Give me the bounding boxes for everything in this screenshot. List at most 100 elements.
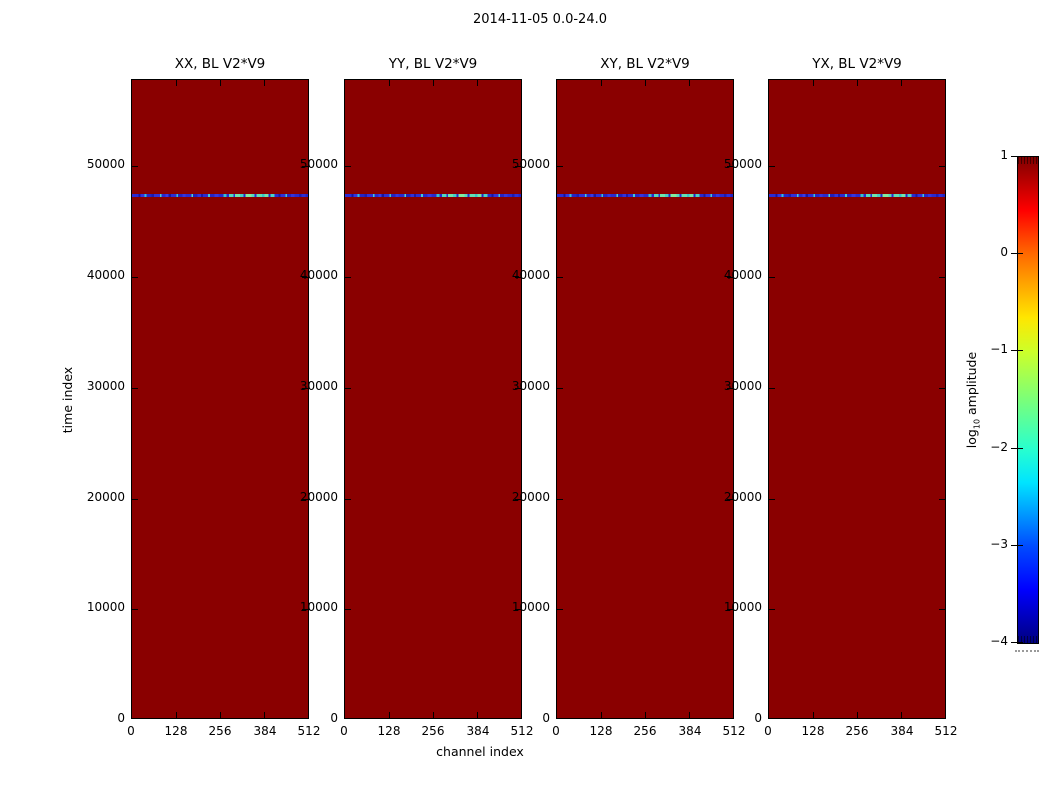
heatmap-panel-1 xyxy=(131,79,309,719)
x-tick-label: 384 xyxy=(678,724,702,738)
x-tick-mark xyxy=(477,80,478,86)
x-tick-mark xyxy=(601,712,602,718)
y-tick-mark xyxy=(727,499,733,500)
x-tick-mark xyxy=(389,80,390,86)
y-tick-mark xyxy=(557,499,563,500)
y-tick-label: 30000 xyxy=(723,379,762,393)
x-tick-mark xyxy=(477,712,478,718)
x-tick-mark xyxy=(389,712,390,718)
colorbar-tick-label: −4 xyxy=(990,634,1008,648)
y-tick-mark xyxy=(727,609,733,610)
y-tick-mark xyxy=(939,166,945,167)
y-tick-mark xyxy=(345,277,351,278)
x-tick-label: 128 xyxy=(164,724,188,738)
panel-title-1: XX, BL V2*V9 xyxy=(174,56,266,72)
y-tick-mark xyxy=(769,277,775,278)
x-tick-mark xyxy=(220,712,221,718)
y-tick-mark xyxy=(557,388,563,389)
y-tick-label: 50000 xyxy=(511,157,550,171)
x-tick-mark xyxy=(264,712,265,718)
y-tick-mark xyxy=(132,277,138,278)
y-tick-mark xyxy=(939,277,945,278)
feature-line-4 xyxy=(769,194,945,197)
y-axis-label: time index xyxy=(60,366,75,434)
panel-title-3: XY, BL V2*V9 xyxy=(600,56,690,72)
y-tick-mark xyxy=(345,609,351,610)
x-tick-label: 256 xyxy=(208,724,232,738)
colorbar-gradient xyxy=(1017,156,1039,644)
colorbar-bottom-hatch xyxy=(1018,636,1038,643)
y-tick-mark xyxy=(132,166,138,167)
y-tick-mark xyxy=(939,499,945,500)
y-tick-label: 0 xyxy=(754,711,762,725)
y-tick-mark xyxy=(557,609,563,610)
y-tick-mark xyxy=(515,277,521,278)
y-tick-label: 20000 xyxy=(511,490,550,504)
y-tick-mark xyxy=(515,388,521,389)
y-tick-mark xyxy=(769,609,775,610)
x-tick-label: 256 xyxy=(845,724,869,738)
y-tick-label: 10000 xyxy=(299,600,338,614)
y-tick-label: 50000 xyxy=(723,157,762,171)
y-tick-label: 20000 xyxy=(86,490,125,504)
y-tick-mark xyxy=(769,388,775,389)
x-tick-label: 256 xyxy=(421,724,445,738)
x-tick-label: 0 xyxy=(552,724,560,738)
colorbar-tick-mark xyxy=(1011,253,1023,254)
colorbar-label-rest: amplitude xyxy=(964,351,979,419)
heatmap-panel-2 xyxy=(344,79,522,719)
y-tick-mark xyxy=(515,166,521,167)
y-tick-mark xyxy=(302,277,308,278)
x-tick-label: 384 xyxy=(890,724,914,738)
feature-line-2 xyxy=(345,194,521,197)
x-tick-label: 512 xyxy=(510,724,534,738)
y-tick-mark xyxy=(769,499,775,500)
y-tick-label: 0 xyxy=(542,711,550,725)
y-tick-label: 30000 xyxy=(86,379,125,393)
panel-title-2: YY, BL V2*V9 xyxy=(388,56,478,72)
x-tick-label: 384 xyxy=(253,724,277,738)
x-tick-mark xyxy=(220,80,221,86)
y-tick-label: 10000 xyxy=(723,600,762,614)
y-tick-label: 30000 xyxy=(299,379,338,393)
x-tick-label: 0 xyxy=(340,724,348,738)
heatmap-panel-3 xyxy=(556,79,734,719)
x-tick-mark xyxy=(901,712,902,718)
y-tick-label: 0 xyxy=(330,711,338,725)
colorbar-tick-label: −1 xyxy=(990,342,1008,356)
y-tick-mark xyxy=(302,499,308,500)
y-tick-mark xyxy=(132,609,138,610)
y-tick-mark xyxy=(515,609,521,610)
colorbar-tick-label: 0 xyxy=(1000,245,1008,259)
y-tick-mark xyxy=(939,388,945,389)
x-tick-label: 0 xyxy=(127,724,135,738)
y-tick-mark xyxy=(302,388,308,389)
y-tick-label: 20000 xyxy=(723,490,762,504)
x-tick-mark xyxy=(901,80,902,86)
x-tick-mark xyxy=(857,80,858,86)
y-tick-label: 20000 xyxy=(299,490,338,504)
y-tick-label: 40000 xyxy=(511,268,550,282)
x-tick-mark xyxy=(176,712,177,718)
y-tick-label: 10000 xyxy=(511,600,550,614)
x-tick-label: 128 xyxy=(801,724,825,738)
x-tick-mark xyxy=(433,80,434,86)
x-tick-label: 256 xyxy=(633,724,657,738)
x-tick-mark xyxy=(176,80,177,86)
y-tick-mark xyxy=(557,277,563,278)
y-tick-mark xyxy=(557,166,563,167)
x-tick-label: 128 xyxy=(377,724,401,738)
colorbar-label-log: log xyxy=(964,429,979,449)
y-tick-mark xyxy=(727,277,733,278)
y-tick-mark xyxy=(132,499,138,500)
x-tick-label: 512 xyxy=(934,724,958,738)
colorbar-tick-mark xyxy=(1011,448,1023,449)
x-tick-mark xyxy=(689,712,690,718)
colorbar-tick-mark xyxy=(1011,642,1023,643)
colorbar-tick-label: 1 xyxy=(1000,148,1008,162)
y-tick-mark xyxy=(727,388,733,389)
y-tick-mark xyxy=(302,166,308,167)
panel-title-4: YX, BL V2*V9 xyxy=(812,56,902,72)
colorbar-top-hatch xyxy=(1018,157,1038,164)
